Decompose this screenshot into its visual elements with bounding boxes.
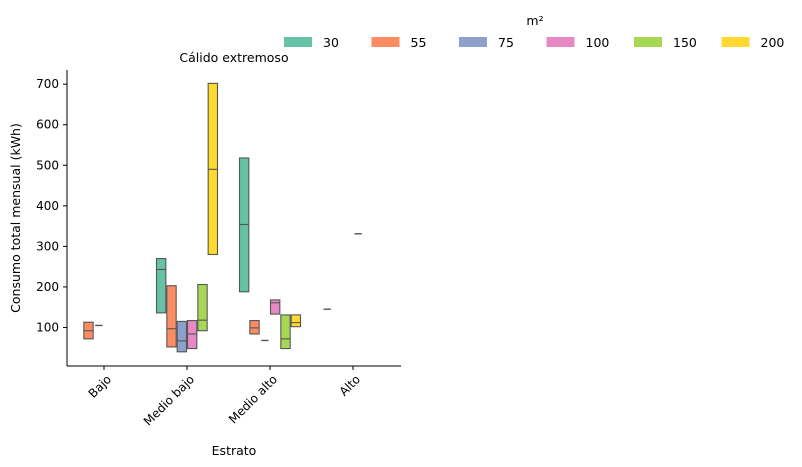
box-medio-alto-200 [290, 314, 302, 328]
y-tick-label: 500 [36, 158, 59, 172]
boxes [83, 82, 362, 353]
y-tick-label: 600 [36, 118, 59, 132]
box-body [290, 314, 302, 328]
x-tick-label-bajo: Bajo [86, 372, 114, 400]
y-tick-label: 300 [36, 239, 59, 253]
x-ticks: Bajo Medio bajo Medio alto Alto [86, 366, 363, 428]
legend-label: 75 [498, 35, 514, 50]
box-body [197, 283, 208, 332]
y-ticks: 100 200 300 400 500 600 700 [36, 77, 67, 334]
y-axis-label: Consumo total mensual (kWh) [8, 123, 23, 313]
legend-entry-100: 100 [546, 35, 610, 50]
box-medio-bajo-150 [197, 283, 208, 332]
legend-title: m² [526, 13, 543, 28]
box-medio-alto-55 [249, 320, 260, 335]
box-body [155, 257, 167, 314]
box-medio-bajo-100 [186, 320, 198, 350]
box-body [269, 299, 281, 315]
legend-label: 200 [761, 35, 785, 50]
x-tick-label-medio-bajo: Medio bajo [141, 372, 197, 428]
legend-swatch [459, 37, 487, 47]
box-medio-bajo-30 [155, 257, 167, 314]
legend-entries: 30 55 75 100 150 200 [284, 35, 784, 50]
box-body [186, 320, 198, 350]
box-body [249, 320, 260, 335]
box-bajo-55 [83, 321, 94, 340]
box-medio-bajo-75 [176, 320, 188, 353]
box-medio-alto-100 [269, 299, 281, 315]
legend-label: 30 [323, 35, 339, 50]
y-tick-label: 100 [36, 320, 59, 334]
y-tick-label: 400 [36, 199, 59, 213]
chart-title: Cálido extremoso [179, 50, 288, 65]
legend-entry-55: 55 [371, 35, 427, 50]
legend-entry-75: 75 [459, 35, 514, 50]
legend-label: 150 [673, 35, 697, 50]
x-axis-label: Estrato [212, 443, 257, 458]
box-medio-bajo-55 [166, 285, 177, 348]
plot-area: 100 200 300 400 500 600 700 Bajo Medio bajo Medi… [36, 70, 401, 428]
legend-label: 100 [586, 35, 610, 50]
legend-swatch [634, 37, 662, 47]
y-tick-label: 200 [36, 280, 59, 294]
box-body [280, 314, 291, 350]
y-tick-label: 700 [36, 77, 59, 91]
box-medio-bajo-200 [207, 82, 219, 256]
legend-swatch [721, 37, 750, 47]
legend: m² 30 55 75 100 150 200 [284, 13, 784, 50]
box-body [176, 320, 188, 353]
legend-entry-200: 200 [721, 35, 785, 50]
legend-swatch [546, 37, 575, 47]
legend-label: 55 [411, 35, 427, 50]
x-tick-label-alto: Alto [337, 372, 364, 399]
box-medio-alto-30 [238, 157, 250, 293]
box-body [166, 285, 177, 348]
legend-entry-150: 150 [634, 35, 697, 50]
legend-swatch [284, 37, 312, 47]
x-tick-label-medio-alto: Medio alto [226, 372, 280, 426]
legend-swatch [371, 37, 400, 47]
box-medio-alto-150 [280, 314, 291, 350]
legend-entry-30: 30 [284, 35, 339, 50]
